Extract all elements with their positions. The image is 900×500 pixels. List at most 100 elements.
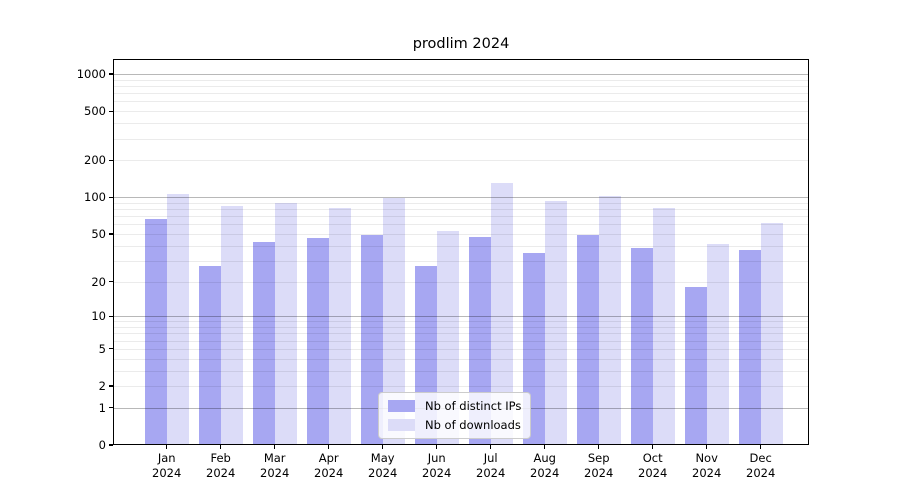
gridline-minor-9 bbox=[113, 321, 809, 323]
y-tick-label-0: 0 bbox=[98, 438, 106, 452]
x-tick-label-jul: Jul 2024 bbox=[461, 451, 521, 481]
y-tick-1000 bbox=[109, 73, 113, 75]
legend-item-distinct-ips: Nb of distinct IPs bbox=[388, 399, 521, 413]
x-label-year: 2024 bbox=[638, 466, 668, 480]
gridline-major-1000 bbox=[113, 74, 809, 75]
x-label-month: May bbox=[370, 451, 395, 465]
bar-distinct-ips-oct bbox=[630, 248, 653, 445]
bar-distinct-ips-mar bbox=[252, 241, 275, 445]
gridline-minor-800 bbox=[113, 86, 809, 87]
x-tick-mar bbox=[274, 445, 276, 449]
gridline-minor-70 bbox=[113, 216, 809, 218]
x-tick-aug bbox=[544, 445, 546, 449]
gridline-major-100 bbox=[113, 197, 809, 199]
x-label-month: Jan bbox=[157, 451, 176, 465]
y-tick-100 bbox=[109, 196, 113, 198]
x-label-month: Jun bbox=[427, 451, 446, 465]
gridline-minor-3 bbox=[113, 370, 809, 372]
y-tick-2 bbox=[109, 385, 113, 387]
gridline-minor-700 bbox=[113, 93, 809, 95]
x-tick-apr bbox=[328, 445, 330, 449]
y-tick-label-100: 100 bbox=[84, 190, 106, 205]
gridline-minor-90 bbox=[113, 202, 809, 204]
y-tick-label-50: 50 bbox=[91, 226, 106, 241]
legend-swatch-downloads bbox=[388, 419, 415, 431]
x-label-year: 2024 bbox=[584, 466, 614, 480]
bar-downloads-nov bbox=[706, 244, 729, 445]
bar-downloads-mar bbox=[274, 202, 297, 445]
legend-label-downloads: Nb of downloads bbox=[425, 418, 521, 432]
x-tick-jun bbox=[436, 445, 438, 449]
x-label-month: Apr bbox=[318, 451, 339, 465]
x-label-month: Oct bbox=[642, 451, 663, 465]
gridline-minor-300 bbox=[113, 138, 809, 140]
gridline-minor-900 bbox=[113, 79, 809, 81]
x-label-year: 2024 bbox=[314, 466, 344, 480]
gridline-minor-600 bbox=[113, 101, 809, 103]
bar-distinct-ips-apr bbox=[306, 238, 329, 445]
y-tick-label-10: 10 bbox=[91, 309, 106, 324]
x-tick-oct bbox=[652, 445, 654, 449]
x-tick-label-aug: Aug 2024 bbox=[515, 451, 575, 481]
gridline-minor-5 bbox=[113, 348, 809, 350]
gridline-minor-7 bbox=[113, 333, 809, 335]
y-tick-label-5: 5 bbox=[98, 341, 106, 356]
x-label-month: Feb bbox=[210, 451, 231, 465]
x-tick-label-may: May 2024 bbox=[353, 451, 413, 481]
gridline-minor-500 bbox=[113, 111, 809, 113]
x-label-year: 2024 bbox=[692, 466, 722, 480]
bar-distinct-ips-may bbox=[360, 234, 383, 445]
gridline-minor-200 bbox=[113, 160, 809, 162]
x-label-year: 2024 bbox=[530, 466, 560, 480]
y-tick-5 bbox=[109, 348, 113, 350]
x-tick-label-jan: Jan 2024 bbox=[137, 451, 197, 481]
x-tick-label-jun: Jun 2024 bbox=[407, 451, 467, 481]
x-tick-label-oct: Oct 2024 bbox=[623, 451, 683, 481]
gridline-minor-2 bbox=[113, 386, 809, 387]
gridline-minor-4 bbox=[113, 358, 809, 360]
bar-downloads-feb bbox=[220, 205, 243, 445]
gridline-minor-8 bbox=[113, 327, 809, 328]
y-tick-10 bbox=[109, 315, 113, 317]
x-label-month: Sep bbox=[587, 451, 610, 465]
x-label-year: 2024 bbox=[746, 466, 776, 480]
bar-distinct-ips-nov bbox=[684, 286, 707, 445]
y-tick-50 bbox=[109, 233, 113, 235]
x-tick-label-mar: Mar 2024 bbox=[245, 451, 305, 481]
gridline-minor-20 bbox=[113, 281, 809, 283]
y-tick-1 bbox=[109, 407, 113, 409]
x-tick-may bbox=[382, 445, 384, 449]
y-tick-0 bbox=[109, 444, 113, 446]
x-tick-jul bbox=[490, 445, 492, 449]
gridline-minor-30 bbox=[113, 260, 809, 262]
gridline-minor-60 bbox=[113, 224, 809, 226]
gridline-minor-6 bbox=[113, 340, 809, 342]
y-tick-label-500: 500 bbox=[84, 104, 106, 119]
x-label-month: Nov bbox=[695, 451, 718, 465]
x-tick-label-nov: Nov 2024 bbox=[677, 451, 737, 481]
x-label-year: 2024 bbox=[206, 466, 236, 480]
bar-downloads-sep bbox=[598, 195, 621, 445]
x-tick-label-dec: Dec 2024 bbox=[731, 451, 791, 481]
y-tick-label-1: 1 bbox=[98, 400, 106, 415]
gridline-minor-50 bbox=[113, 233, 809, 235]
y-tick-label-200: 200 bbox=[84, 153, 106, 168]
bar-distinct-ips-sep bbox=[576, 234, 599, 445]
bar-downloads-apr bbox=[328, 207, 351, 445]
gridline-minor-40 bbox=[113, 245, 809, 247]
legend-item-downloads: Nb of downloads bbox=[388, 418, 521, 432]
x-label-year: 2024 bbox=[422, 466, 452, 480]
x-label-month: Dec bbox=[749, 451, 772, 465]
gridline-minor-400 bbox=[113, 123, 809, 125]
x-label-year: 2024 bbox=[476, 466, 506, 480]
bar-downloads-aug bbox=[544, 201, 567, 445]
bar-downloads-oct bbox=[652, 208, 675, 445]
y-tick-20 bbox=[109, 280, 113, 283]
x-label-year: 2024 bbox=[368, 466, 398, 480]
x-label-month: Mar bbox=[263, 451, 286, 465]
y-tick-label-20: 20 bbox=[91, 274, 106, 289]
x-tick-sep bbox=[598, 445, 600, 449]
x-tick-feb bbox=[220, 445, 222, 449]
gridline-major-10 bbox=[113, 316, 809, 318]
